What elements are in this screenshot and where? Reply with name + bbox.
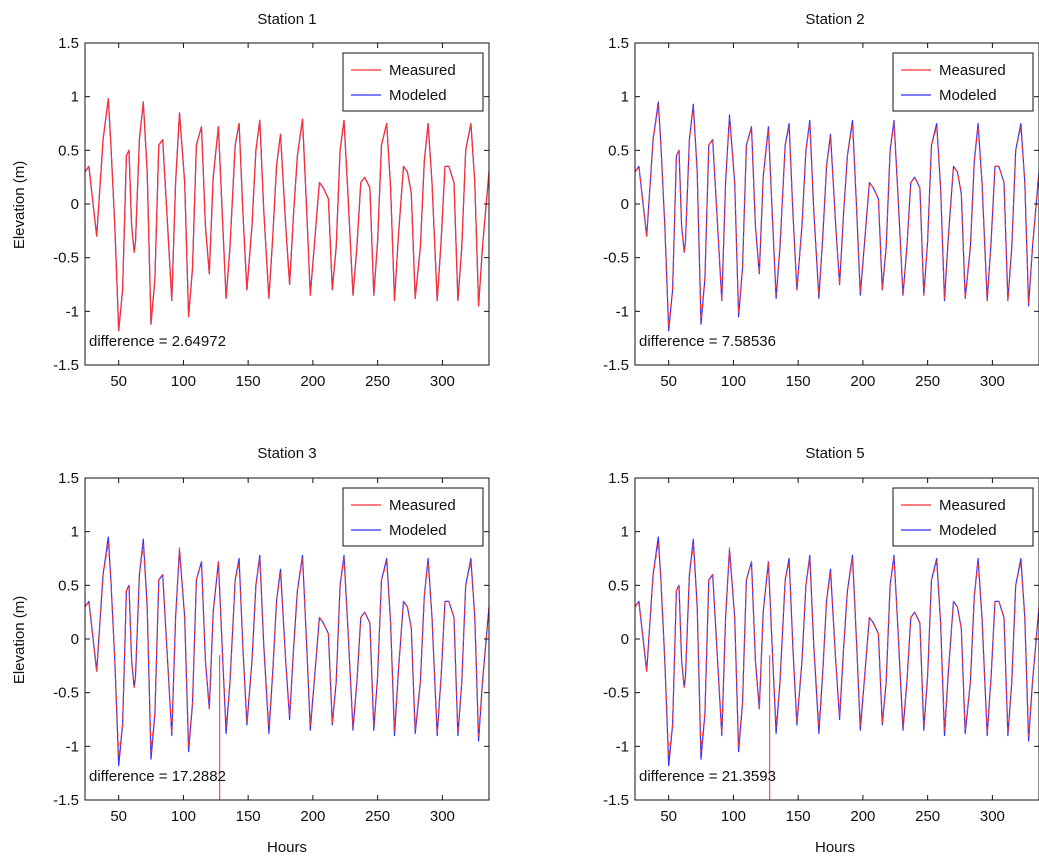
legend-label: Measured — [389, 497, 456, 514]
x-tick-label: 100 — [721, 808, 746, 825]
panel-station-5: Station 5 50 100 150 200 250 300 1.5 1 0.5 0 -0.5 -… — [603, 445, 1039, 856]
x-tick-label: 200 — [850, 808, 875, 825]
difference-annotation: difference = 2.64972 — [89, 333, 226, 350]
panel-station-2: Station 2 50 100 150 200 250 300 1.5 1 0.5 0 -0.5 -… — [603, 11, 1039, 390]
y-tick-label: -1 — [616, 738, 629, 755]
legend: Measured Modeled — [892, 52, 1034, 112]
x-tick-label: 150 — [236, 808, 261, 825]
legend-label: Measured — [939, 497, 1006, 514]
y-tick-label: 1.5 — [58, 470, 79, 487]
x-tick-label: 200 — [300, 373, 325, 390]
y-tick-label: 0.5 — [58, 142, 79, 159]
y-tick-label: 0.5 — [608, 577, 629, 594]
y-tick-label: 1.5 — [58, 35, 79, 52]
y-tick-label: -1 — [616, 303, 629, 320]
x-tick-label: 50 — [660, 373, 677, 390]
panel-title: Station 1 — [257, 11, 316, 28]
legend-box — [342, 52, 484, 112]
y-tick-label: 0 — [621, 196, 629, 213]
y-tick-label: -1.5 — [53, 792, 79, 809]
x-tick-label: 100 — [171, 808, 196, 825]
series-group — [635, 536, 1039, 800]
x-tick-label: 200 — [850, 373, 875, 390]
legend-label: Measured — [389, 62, 456, 79]
y-tick-label: -0.5 — [603, 250, 629, 267]
legend-label: Modeled — [939, 522, 997, 539]
x-tick-label: 250 — [915, 373, 940, 390]
x-axis-label: Hours — [267, 839, 307, 856]
x-tick-label: 100 — [171, 373, 196, 390]
x-tick-label: 150 — [786, 808, 811, 825]
x-axis-label: Hours — [815, 839, 855, 856]
y-tick-label: 1 — [621, 89, 629, 106]
y-tick-label: -0.5 — [53, 685, 79, 702]
y-tick-label: -1 — [66, 738, 79, 755]
y-tick-label: -0.5 — [53, 250, 79, 267]
y-tick-label: -1.5 — [603, 357, 629, 374]
legend: Measured Modeled — [342, 487, 484, 547]
difference-annotation: difference = 21.3593 — [639, 768, 776, 785]
legend-label: Modeled — [389, 87, 447, 104]
series-line-measured — [85, 541, 489, 758]
series-line-modeled — [85, 536, 489, 767]
series-line-measured — [635, 541, 1039, 758]
y-tick-label: -0.5 — [603, 685, 629, 702]
legend-label: Modeled — [389, 522, 447, 539]
series-group — [85, 98, 489, 332]
panel-station-3: Station 3 50 100 150 200 250 300 1.5 1 0.5 0 -0.5 -… — [11, 445, 490, 856]
y-tick-label: 0.5 — [608, 142, 629, 159]
x-tick-label: 300 — [430, 373, 455, 390]
x-tick-label: 100 — [721, 373, 746, 390]
x-tick-label: 250 — [915, 808, 940, 825]
x-tick-label: 250 — [365, 373, 390, 390]
series-group — [635, 101, 1039, 332]
legend-box — [342, 487, 484, 547]
y-axis-label: Elevation (m) — [11, 161, 28, 249]
y-tick-label: -1 — [66, 303, 79, 320]
series-line-measured — [635, 104, 1039, 328]
x-tick-label: 200 — [300, 808, 325, 825]
x-tick-label: 150 — [236, 373, 261, 390]
legend-label: Measured — [939, 62, 1006, 79]
legend-box — [892, 487, 1034, 547]
y-tick-label: 1.5 — [608, 35, 629, 52]
panel-title: Station 3 — [257, 445, 316, 462]
y-tick-label: -1.5 — [53, 357, 79, 374]
difference-annotation: difference = 17.2882 — [89, 768, 226, 785]
panel-title: Station 2 — [805, 11, 864, 28]
y-tick-label: 1.5 — [608, 470, 629, 487]
series-group — [85, 536, 489, 800]
y-tick-label: 0 — [71, 631, 79, 648]
x-tick-label: 50 — [110, 373, 127, 390]
x-tick-label: 300 — [980, 808, 1005, 825]
y-tick-label: 1 — [71, 524, 79, 541]
y-tick-label: 1 — [71, 89, 79, 106]
y-axis-label: Elevation (m) — [11, 596, 28, 684]
y-tick-label: -1.5 — [603, 792, 629, 809]
panel-station-1: Station 1 50 100 150 200 250 300 1.5 1 0.5 0 -0.5 -… — [11, 11, 490, 390]
panel-title: Station 5 — [805, 445, 864, 462]
legend: Measured Modeled — [892, 487, 1034, 547]
x-tick-label: 150 — [786, 373, 811, 390]
plot-area: 50 100 150 200 250 300 1.5 1 0.5 0 -0.5 -1 -1.5 — [603, 35, 1039, 390]
legend: Measured Modeled — [342, 52, 484, 112]
plot-area: 50 100 150 200 250 300 1.5 1 0.5 0 -0.5 -1 -1.5 — [53, 470, 490, 825]
y-tick-label: 1 — [621, 524, 629, 541]
series-line-measured — [85, 98, 489, 332]
plot-area: 50 100 150 200 250 300 1.5 1 0.5 0 -0.5 -1 -1.5 — [53, 35, 490, 390]
x-tick-label: 250 — [365, 808, 390, 825]
y-tick-label: 0.5 — [58, 577, 79, 594]
legend-box — [892, 52, 1034, 112]
x-tick-label: 300 — [980, 373, 1005, 390]
legend-label: Modeled — [939, 87, 997, 104]
x-tick-label: 300 — [430, 808, 455, 825]
difference-annotation: difference = 7.58536 — [639, 333, 776, 350]
series-line-modeled — [635, 536, 1039, 767]
plot-area: 50 100 150 200 250 300 1.5 1 0.5 0 -0.5 -1 -1.5 — [603, 470, 1039, 825]
x-tick-label: 50 — [660, 808, 677, 825]
y-tick-label: 0 — [71, 196, 79, 213]
y-tick-label: 0 — [621, 631, 629, 648]
x-tick-label: 50 — [110, 808, 127, 825]
